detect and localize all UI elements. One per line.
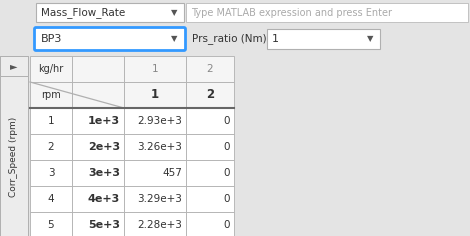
FancyBboxPatch shape xyxy=(72,56,124,82)
Text: 3e+3: 3e+3 xyxy=(88,168,120,178)
Text: 3: 3 xyxy=(47,168,55,178)
Text: Prs_ratio (Nm): Prs_ratio (Nm) xyxy=(192,34,266,44)
Text: 2: 2 xyxy=(47,142,55,152)
FancyBboxPatch shape xyxy=(72,134,124,160)
FancyBboxPatch shape xyxy=(34,28,186,51)
Text: 1e+3: 1e+3 xyxy=(88,116,120,126)
Text: 0: 0 xyxy=(224,168,230,178)
FancyBboxPatch shape xyxy=(186,160,234,186)
FancyBboxPatch shape xyxy=(124,108,186,134)
Text: ▼: ▼ xyxy=(171,8,177,17)
FancyBboxPatch shape xyxy=(30,160,72,186)
Text: 2: 2 xyxy=(206,88,214,101)
Text: 1: 1 xyxy=(151,88,159,101)
Text: 2: 2 xyxy=(207,64,213,74)
Text: 4e+3: 4e+3 xyxy=(88,194,120,204)
FancyBboxPatch shape xyxy=(72,160,124,186)
FancyBboxPatch shape xyxy=(30,186,72,212)
Text: 3.26e+3: 3.26e+3 xyxy=(137,142,182,152)
FancyBboxPatch shape xyxy=(124,160,186,186)
FancyBboxPatch shape xyxy=(186,186,234,212)
FancyBboxPatch shape xyxy=(124,82,186,108)
Text: 0: 0 xyxy=(224,142,230,152)
FancyBboxPatch shape xyxy=(72,82,124,108)
FancyBboxPatch shape xyxy=(186,108,234,134)
Text: 2e+3: 2e+3 xyxy=(88,142,120,152)
FancyBboxPatch shape xyxy=(30,212,72,236)
Text: 5e+3: 5e+3 xyxy=(88,220,120,230)
Text: 2.28e+3: 2.28e+3 xyxy=(137,220,182,230)
Text: 1: 1 xyxy=(152,64,158,74)
Text: rpm: rpm xyxy=(41,90,61,100)
Text: BP3: BP3 xyxy=(41,34,63,44)
Text: 1: 1 xyxy=(47,116,55,126)
FancyBboxPatch shape xyxy=(72,108,124,134)
FancyBboxPatch shape xyxy=(186,3,468,22)
FancyBboxPatch shape xyxy=(0,56,28,236)
FancyBboxPatch shape xyxy=(72,186,124,212)
Text: Type MATLAB expression and press Enter: Type MATLAB expression and press Enter xyxy=(191,8,392,17)
FancyBboxPatch shape xyxy=(124,186,186,212)
Text: ▼: ▼ xyxy=(367,34,373,43)
FancyBboxPatch shape xyxy=(36,3,184,22)
FancyBboxPatch shape xyxy=(186,56,234,82)
FancyBboxPatch shape xyxy=(186,212,234,236)
FancyBboxPatch shape xyxy=(0,56,28,76)
FancyBboxPatch shape xyxy=(124,212,186,236)
Text: 0: 0 xyxy=(224,116,230,126)
Text: 0: 0 xyxy=(224,194,230,204)
FancyBboxPatch shape xyxy=(124,134,186,160)
Text: Mass_Flow_Rate: Mass_Flow_Rate xyxy=(41,7,125,18)
Text: 4: 4 xyxy=(47,194,55,204)
FancyBboxPatch shape xyxy=(186,134,234,160)
Text: 0: 0 xyxy=(224,220,230,230)
FancyBboxPatch shape xyxy=(186,82,234,108)
FancyBboxPatch shape xyxy=(72,212,124,236)
FancyBboxPatch shape xyxy=(0,0,470,25)
FancyBboxPatch shape xyxy=(30,134,72,160)
FancyBboxPatch shape xyxy=(267,29,380,49)
Text: kg/hr: kg/hr xyxy=(39,64,63,74)
Text: 457: 457 xyxy=(162,168,182,178)
FancyBboxPatch shape xyxy=(30,56,72,82)
FancyBboxPatch shape xyxy=(30,82,72,108)
FancyBboxPatch shape xyxy=(124,56,186,82)
Text: 5: 5 xyxy=(47,220,55,230)
Text: 3.29e+3: 3.29e+3 xyxy=(137,194,182,204)
Text: 1: 1 xyxy=(272,34,279,44)
Text: 2.93e+3: 2.93e+3 xyxy=(137,116,182,126)
Text: ▼: ▼ xyxy=(171,34,177,43)
Text: ►: ► xyxy=(10,61,18,71)
FancyBboxPatch shape xyxy=(0,25,470,52)
Text: Corr_Speed (rpm): Corr_Speed (rpm) xyxy=(9,117,18,197)
FancyBboxPatch shape xyxy=(30,108,72,134)
